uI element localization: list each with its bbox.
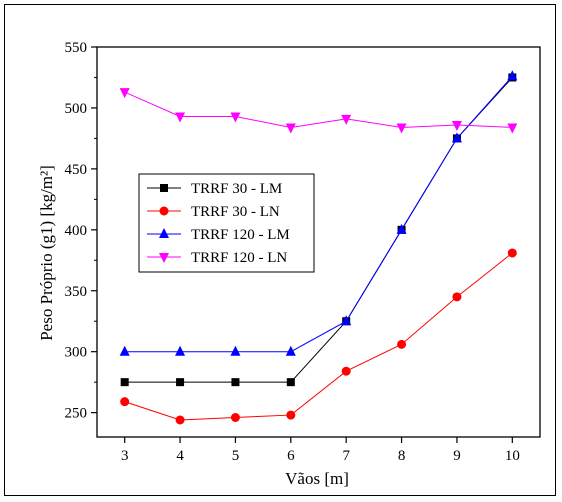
legend-box — [138, 173, 315, 273]
legend-item: TRRF 30 - LN — [147, 204, 280, 220]
data-point — [341, 315, 352, 326]
data-point — [175, 345, 186, 356]
data-point — [507, 248, 517, 258]
plot-area-border — [96, 46, 541, 438]
y-tick-label: 550 — [65, 40, 88, 56]
series-line — [124, 91, 513, 128]
data-point — [230, 345, 241, 356]
data-point — [230, 413, 240, 422]
data-point — [341, 114, 352, 125]
data-point — [396, 123, 407, 134]
data-point — [451, 121, 462, 131]
data-point — [175, 415, 185, 425]
legend-item: TRRF 30 - LM — [147, 181, 282, 197]
y-axis-label: Peso Próprio (g1) [kg/m²] — [37, 165, 56, 341]
x-tick-label: 8 — [398, 448, 406, 464]
x-tick-label: 7 — [342, 448, 350, 464]
legend-marker — [159, 228, 169, 238]
series-line — [124, 75, 513, 353]
x-tick-label: 4 — [176, 448, 184, 464]
legend-label: TRRF 120 - LM — [191, 227, 290, 243]
data-point — [175, 112, 186, 123]
series-layer — [119, 70, 518, 425]
data-point — [176, 378, 185, 387]
series-3 — [119, 70, 518, 356]
y-tick-label: 400 — [65, 223, 88, 239]
x-axis-label: Vãos [m] — [285, 469, 349, 488]
y-tick-label: 350 — [65, 284, 88, 300]
ticks-layer: 3 4 5 6 7 8 9 10 250 300 350 400 450 500 550 — [65, 40, 520, 464]
data-point — [451, 132, 462, 143]
x-tick-label: 10 — [505, 448, 520, 464]
data-point — [507, 70, 518, 81]
data-point — [507, 123, 518, 134]
x-tick-label: 6 — [287, 448, 295, 464]
x-tick-label: 5 — [232, 448, 240, 464]
data-point — [397, 339, 407, 349]
legend-marker — [159, 206, 169, 216]
y-tick-label: 300 — [65, 345, 88, 361]
x-tick-label: 3 — [121, 448, 129, 464]
data-point — [396, 223, 407, 234]
data-point — [230, 112, 241, 123]
legend-item: TRRF 120 - LN — [147, 250, 287, 266]
data-point — [120, 397, 130, 407]
series-4 — [119, 88, 518, 134]
legend-label: TRRF 30 - LN — [191, 204, 280, 220]
data-point — [285, 345, 296, 356]
legend-marker — [160, 184, 168, 192]
data-point — [119, 345, 130, 356]
y-tick-label: 250 — [65, 406, 88, 422]
data-point — [286, 410, 296, 420]
data-point — [120, 378, 129, 387]
legend: TRRF 30 - LM TRRF 30 - LN TRRF 120 - LM TRR… — [138, 173, 315, 273]
legend-item: TRRF 120 - LM — [147, 227, 290, 243]
x-tick-label: 9 — [453, 448, 461, 464]
series-line — [124, 252, 513, 421]
data-point — [341, 366, 351, 376]
legend-marker — [159, 253, 169, 263]
plot-axes — [96, 46, 541, 438]
y-tick-label: 500 — [65, 101, 88, 117]
legend-label: TRRF 30 - LM — [191, 181, 282, 197]
data-point — [231, 378, 240, 387]
data-point — [452, 292, 462, 302]
legend-label: TRRF 120 - LN — [191, 250, 287, 266]
series-2 — [120, 248, 517, 425]
data-point — [285, 123, 296, 134]
data-point — [286, 378, 295, 387]
y-tick-label: 450 — [65, 162, 88, 178]
data-point — [119, 88, 130, 99]
